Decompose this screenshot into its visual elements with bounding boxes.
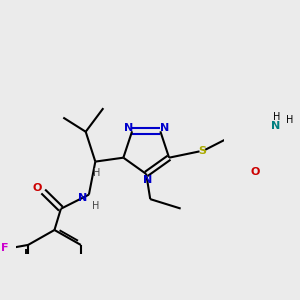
Text: O: O bbox=[251, 167, 260, 177]
Text: N: N bbox=[124, 123, 134, 133]
Text: N: N bbox=[160, 123, 169, 133]
Text: H: H bbox=[286, 115, 293, 125]
Text: H: H bbox=[93, 168, 100, 178]
Text: S: S bbox=[198, 146, 206, 156]
Text: O: O bbox=[32, 183, 41, 193]
Text: N: N bbox=[271, 121, 280, 131]
Text: N: N bbox=[143, 175, 152, 185]
Text: H: H bbox=[273, 112, 280, 122]
Text: N: N bbox=[78, 193, 87, 203]
Text: F: F bbox=[1, 243, 9, 253]
Text: H: H bbox=[92, 201, 99, 211]
